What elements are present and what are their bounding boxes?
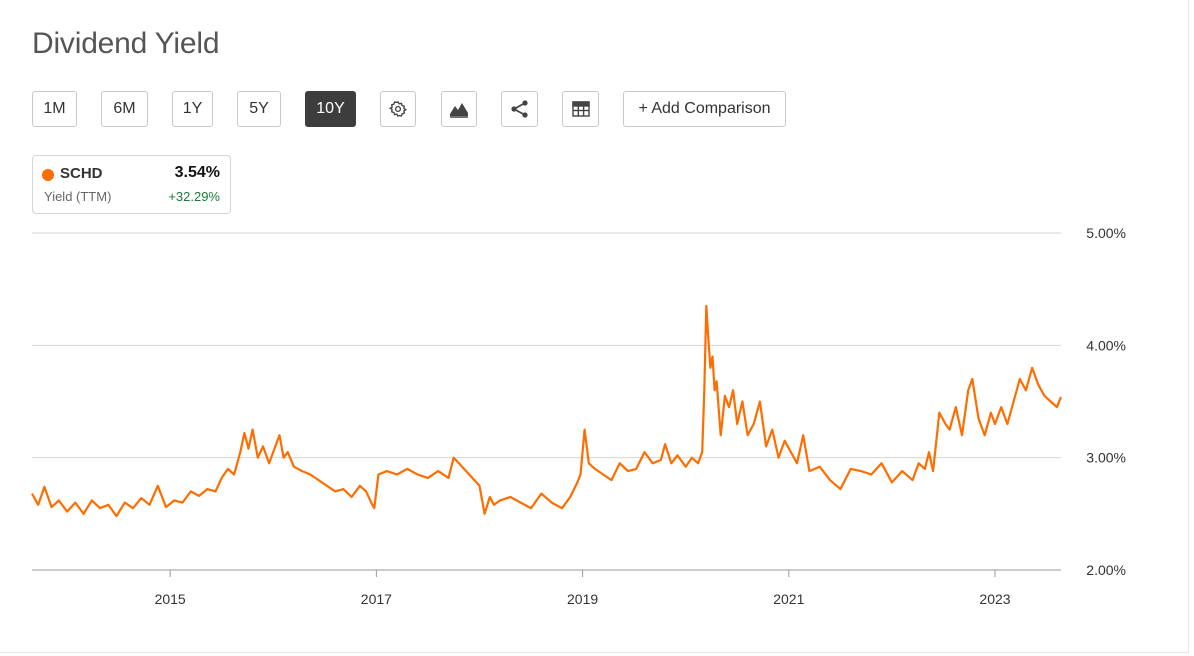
range-6m-button[interactable]: 6M (101, 91, 148, 127)
range-1y-button[interactable]: 1Y (172, 91, 213, 127)
share-icon (510, 100, 530, 118)
x-tick-label: 2023 (979, 591, 1010, 607)
x-tick-label: 2019 (567, 591, 598, 607)
share-button[interactable] (501, 91, 538, 127)
y-tick-label: 2.00% (1086, 562, 1126, 578)
y-tick-label: 3.00% (1086, 450, 1126, 466)
series-color-dot (42, 169, 54, 181)
x-tick-label: 2017 (361, 591, 392, 607)
legend-symbol: SCHD (60, 165, 103, 182)
mountain-chart-icon (449, 100, 469, 118)
range-5y-button[interactable]: 5Y (237, 91, 281, 127)
table-icon (571, 101, 590, 117)
legend-card: SCHD 3.54% Yield (TTM) +32.29% (32, 155, 231, 214)
table-view-button[interactable] (562, 91, 599, 127)
y-tick-label: 5.00% (1086, 225, 1126, 241)
series-line-schd (31, 304, 1063, 518)
legend-sub-label: Yield (TTM) (44, 189, 112, 204)
page-title: Dividend Yield (32, 27, 220, 60)
range-1m-button[interactable]: 1M (32, 91, 77, 127)
x-tick-label: 2021 (773, 591, 804, 607)
range-10y-button[interactable]: 10Y (305, 91, 356, 127)
legend-change: +32.29% (168, 189, 220, 204)
x-tick-label: 2015 (155, 591, 186, 607)
add-comparison-button[interactable]: + Add Comparison (623, 91, 786, 127)
y-tick-label: 4.00% (1086, 337, 1126, 353)
legend-value: 3.54% (174, 164, 220, 181)
settings-button[interactable] (380, 91, 416, 127)
chart-type-button[interactable] (441, 91, 477, 127)
gear-icon (389, 100, 407, 118)
